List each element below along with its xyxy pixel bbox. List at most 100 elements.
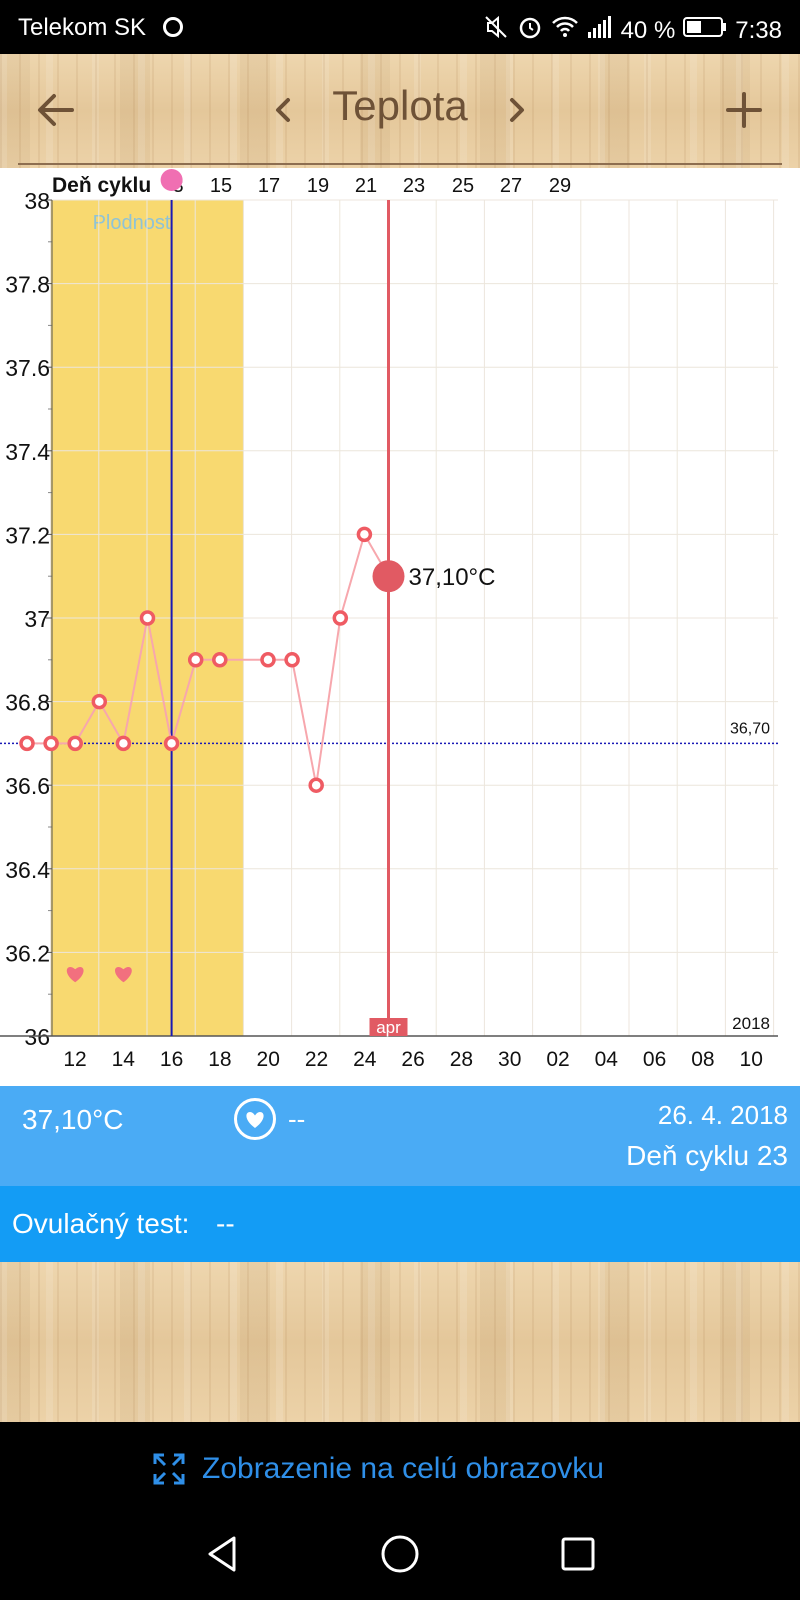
temperature-point xyxy=(19,735,35,752)
selected-temperature-point xyxy=(372,560,405,593)
y-tick-label: 36.2 xyxy=(5,940,50,966)
sex-value: -- xyxy=(288,1104,306,1134)
date-value: 26. 4. 2018 xyxy=(657,1100,788,1130)
nav-home-button[interactable] xyxy=(378,1532,422,1581)
date-tick-label: 20 xyxy=(257,1048,280,1071)
fullscreen-label: Zobrazenie na celú obrazovku xyxy=(202,1452,604,1485)
cycle-day-tick-label: 29 xyxy=(549,175,571,197)
chevron-right-icon xyxy=(510,98,524,122)
temperature-point xyxy=(356,526,373,543)
back-button[interactable] xyxy=(30,84,82,136)
cycle-day-axis-label: Deň cyklu xyxy=(52,174,151,197)
mute-icon xyxy=(483,14,509,47)
nav-back-button[interactable] xyxy=(200,1532,244,1581)
next-button[interactable] xyxy=(492,84,544,136)
date-tick-label: 12 xyxy=(63,1048,86,1071)
cycle-day-value: Deň cyklu 23 xyxy=(626,1140,788,1171)
temperature-point xyxy=(332,610,349,626)
wifi-icon xyxy=(551,14,579,47)
date-tick-label: 28 xyxy=(450,1048,473,1071)
chevron-left-icon xyxy=(276,98,290,122)
ovulation-test-row[interactable]: Ovulačný test: -- xyxy=(0,1186,800,1262)
month-label: apr xyxy=(376,1018,401,1037)
date-tick-label: 24 xyxy=(353,1048,377,1071)
temperature-point xyxy=(43,735,59,752)
previous-button[interactable] xyxy=(256,84,308,136)
y-tick-label: 37.4 xyxy=(5,439,50,465)
y-tick-label: 36.8 xyxy=(5,690,50,716)
temperature-point xyxy=(284,652,300,668)
add-button[interactable] xyxy=(718,84,770,136)
cycle-day-tick-label: 25 xyxy=(452,175,474,197)
temperature-point xyxy=(308,777,324,793)
cycle-day-tick-label: 27 xyxy=(500,175,522,197)
page-title: Teplota xyxy=(332,82,468,129)
y-tick-label: 36.4 xyxy=(5,857,50,883)
cycle-day-tick-label: 21 xyxy=(355,175,377,197)
y-tick-label: 37 xyxy=(24,606,50,632)
y-tick-label: 37.6 xyxy=(5,355,50,381)
cycle-day-tick-label: 19 xyxy=(307,175,329,197)
temperature-chart[interactable]: Plodnosť 38 37.8 37.6 37.4 37.2 37 36.8 36.6 36.4… xyxy=(0,168,800,1086)
fertility-label: Plodnosť xyxy=(93,212,173,234)
ovulation-test-label: Ovulačný test: xyxy=(12,1208,190,1239)
y-tick-label: 37.2 xyxy=(5,522,50,548)
nav-recent-button[interactable] xyxy=(556,1532,600,1581)
heart-icon xyxy=(115,966,132,983)
plus-icon xyxy=(726,92,762,128)
y-tick-label: 37.8 xyxy=(5,272,50,298)
chrome-icon xyxy=(163,17,183,37)
battery-percent: 40 % xyxy=(620,16,676,44)
date-tick-label: 06 xyxy=(643,1048,666,1071)
alarm-icon xyxy=(517,14,543,47)
date-tick-label: 18 xyxy=(208,1048,231,1071)
temperature-point xyxy=(187,652,204,668)
coverline-label: 36,70 xyxy=(730,720,770,737)
fullscreen-button[interactable]: Zobrazenie na celú obrazovku xyxy=(0,1422,800,1518)
clock: 7:38 xyxy=(735,16,782,44)
circle-home-icon xyxy=(381,1535,419,1573)
status-bar: Telekom SK 40 % 7:38 xyxy=(0,0,800,54)
date-tick-label: 22 xyxy=(305,1048,328,1071)
ovulation-marker-icon xyxy=(160,169,183,191)
battery-icon xyxy=(683,16,727,45)
system-nav-bar xyxy=(0,1518,800,1600)
arrow-left-icon xyxy=(38,94,74,126)
date-tick-label: 08 xyxy=(691,1048,714,1071)
temperature-point xyxy=(212,652,228,668)
cycle-day-tick-label: 23 xyxy=(403,175,425,197)
date-tick-label: 14 xyxy=(112,1048,136,1071)
month-badge xyxy=(369,1018,408,1036)
y-tick-label: 36 xyxy=(24,1024,50,1050)
triangle-back-icon xyxy=(208,1536,236,1572)
year-label: 2018 xyxy=(732,1014,770,1033)
background-wood xyxy=(0,1262,800,1422)
ovulation-test-value: -- xyxy=(216,1208,235,1239)
heart-icon xyxy=(66,966,84,983)
heart-circle-icon xyxy=(234,1098,276,1140)
cycle-day-tick-label: 17 xyxy=(258,175,280,197)
temperature-point xyxy=(67,735,83,752)
date-tick-label: 10 xyxy=(740,1048,763,1071)
header-divider xyxy=(18,163,782,165)
temperature-point xyxy=(115,735,132,752)
y-tick-label: 36.6 xyxy=(5,773,50,799)
temperature-value: 37,10°C xyxy=(22,1104,124,1135)
temperature-point xyxy=(139,610,156,626)
cycle-day-tick-label: 15 xyxy=(210,175,232,197)
selected-temperature-label: 37,10°C xyxy=(409,564,496,591)
date-tick-label: 16 xyxy=(160,1048,183,1071)
y-tick-label: 38 xyxy=(24,188,50,214)
temperature-point xyxy=(260,652,276,668)
date-tick-label: 26 xyxy=(401,1048,424,1071)
date-tick-label: 30 xyxy=(498,1048,521,1071)
temperature-point xyxy=(163,735,180,752)
signal-icon xyxy=(587,15,613,46)
temperature-point xyxy=(91,693,108,710)
square-recent-icon xyxy=(561,1537,595,1571)
carrier-label: Telekom SK xyxy=(18,14,147,41)
date-tick-label: 04 xyxy=(595,1048,619,1071)
date-tick-label: 02 xyxy=(546,1048,569,1071)
day-info-panel[interactable]: 37,10°C -- 26. 4. 2018 Deň cyklu 23 xyxy=(0,1086,800,1186)
chart-svg[interactable]: Plodnosť 38 37.8 37.6 37.4 37.2 37 36.8 36.6 36.4… xyxy=(0,168,800,1086)
